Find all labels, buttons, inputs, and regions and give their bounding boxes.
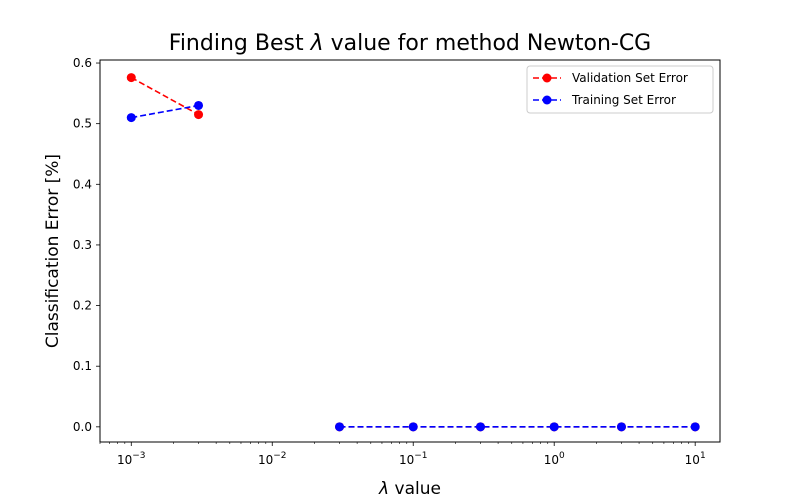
x-tick-label: 100 (544, 451, 565, 467)
y-tick-label: 0.1 (73, 359, 92, 373)
series-line (130, 76, 199, 116)
legend-marker (542, 95, 552, 105)
chart-title: Finding Best λ value for method Newton-C… (169, 31, 651, 56)
y-tick-label: 0.6 (73, 56, 92, 70)
data-point (194, 100, 204, 110)
data-point (475, 422, 485, 432)
data-point (335, 422, 345, 432)
y-tick-label: 0.5 (73, 117, 92, 131)
data-point (616, 422, 626, 432)
axis-ticks: 10−3 10−2 10−1 100 101 0.0 0.1 0.2 0.3 0.4 0.5 0.6 (73, 56, 706, 467)
x-tick-label: 10−2 (258, 451, 287, 467)
legend-marker (542, 73, 552, 83)
data-point (549, 422, 559, 432)
data-point (408, 422, 418, 432)
y-tick-label: 0.0 (73, 420, 92, 434)
y-tick-label: 0.2 (73, 299, 92, 313)
data-point (194, 110, 204, 120)
y-tick-label: 0.3 (73, 238, 92, 252)
data-point (126, 73, 136, 83)
legend: Validation Set Error Training Set Error (526, 65, 714, 114)
x-tick-label: 10−3 (117, 451, 146, 467)
legend-label: Validation Set Error (572, 71, 688, 85)
data-point (690, 422, 700, 432)
legend-box (526, 65, 714, 114)
plot-area (99, 59, 721, 443)
x-tick-label: 10−1 (399, 451, 428, 467)
legend-label: Training Set Error (571, 93, 676, 107)
x-tick-label: 101 (685, 451, 706, 467)
series-line (131, 104, 199, 119)
series-lines (126, 73, 700, 432)
data-point (126, 113, 136, 123)
x-axis-label: λ value (378, 479, 441, 498)
y-axis-label: Classification Error [%] (43, 154, 63, 348)
y-tick-label: 0.4 (73, 177, 92, 191)
series-1 (126, 100, 700, 432)
